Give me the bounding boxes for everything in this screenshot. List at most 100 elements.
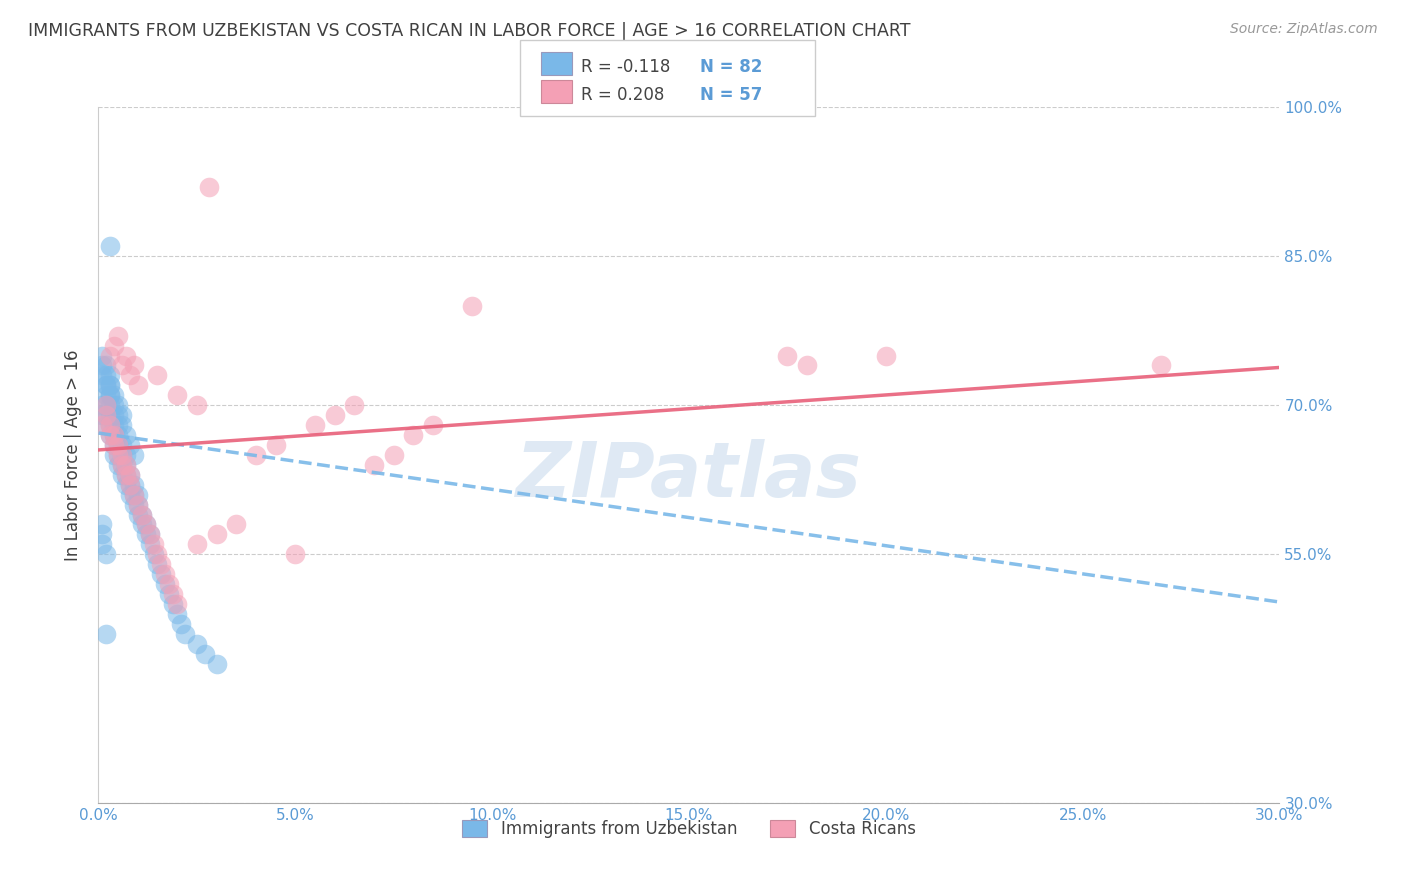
Point bbox=[91, 349, 114, 363]
Point bbox=[138, 527, 160, 541]
Point bbox=[155, 567, 177, 582]
Point bbox=[96, 378, 118, 392]
Point bbox=[98, 398, 121, 412]
Point bbox=[96, 378, 118, 392]
Point bbox=[115, 448, 138, 462]
Text: ZIPatlas: ZIPatlas bbox=[516, 439, 862, 513]
Point bbox=[284, 547, 307, 561]
Point bbox=[205, 527, 228, 541]
Text: N = 82: N = 82 bbox=[700, 58, 762, 76]
Point bbox=[107, 448, 129, 462]
Point bbox=[174, 627, 197, 641]
Point bbox=[91, 398, 114, 412]
Point bbox=[127, 498, 149, 512]
Point bbox=[107, 438, 129, 452]
Point bbox=[111, 408, 134, 422]
Point bbox=[91, 408, 114, 422]
Point bbox=[194, 647, 217, 661]
Point bbox=[111, 418, 134, 433]
Point bbox=[157, 587, 180, 601]
Point bbox=[142, 537, 165, 551]
Point bbox=[127, 378, 149, 392]
Point bbox=[135, 517, 157, 532]
Point bbox=[98, 408, 121, 422]
Point bbox=[186, 637, 208, 651]
Point bbox=[205, 657, 228, 671]
Point bbox=[103, 398, 125, 412]
Point bbox=[98, 418, 121, 433]
Point bbox=[162, 597, 184, 611]
Point bbox=[111, 438, 134, 452]
Point bbox=[107, 398, 129, 412]
Point bbox=[103, 448, 125, 462]
Point bbox=[150, 567, 173, 582]
Point bbox=[122, 488, 145, 502]
Point bbox=[98, 388, 121, 402]
Text: Source: ZipAtlas.com: Source: ZipAtlas.com bbox=[1230, 22, 1378, 37]
Legend: Immigrants from Uzbekistan, Costa Ricans: Immigrants from Uzbekistan, Costa Ricans bbox=[454, 812, 924, 847]
Point bbox=[118, 477, 141, 491]
Point bbox=[135, 527, 157, 541]
Point bbox=[118, 438, 141, 452]
Point bbox=[103, 408, 125, 422]
Point bbox=[98, 239, 121, 253]
Text: IMMIGRANTS FROM UZBEKISTAN VS COSTA RICAN IN LABOR FORCE | AGE > 16 CORRELATION : IMMIGRANTS FROM UZBEKISTAN VS COSTA RICA… bbox=[28, 22, 911, 40]
Point bbox=[875, 349, 897, 363]
Point bbox=[138, 537, 160, 551]
Point bbox=[146, 558, 169, 572]
Point bbox=[115, 467, 138, 482]
Point bbox=[186, 398, 208, 412]
Point bbox=[91, 517, 114, 532]
Point bbox=[111, 458, 134, 472]
Point bbox=[98, 378, 121, 392]
Point bbox=[98, 349, 121, 363]
Point bbox=[98, 368, 121, 383]
Point bbox=[135, 517, 157, 532]
Point bbox=[118, 467, 141, 482]
Point bbox=[96, 398, 118, 412]
Point bbox=[131, 517, 153, 532]
Point bbox=[170, 616, 193, 631]
Point bbox=[166, 597, 188, 611]
Point bbox=[122, 488, 145, 502]
Point bbox=[146, 368, 169, 383]
Point bbox=[107, 448, 129, 462]
Point bbox=[115, 458, 138, 472]
Point bbox=[118, 488, 141, 502]
Point bbox=[103, 338, 125, 352]
Point bbox=[146, 547, 169, 561]
Point bbox=[166, 388, 188, 402]
Point bbox=[131, 508, 153, 522]
Point bbox=[1150, 359, 1173, 373]
Point bbox=[127, 488, 149, 502]
Y-axis label: In Labor Force | Age > 16: In Labor Force | Age > 16 bbox=[65, 349, 83, 561]
Point bbox=[142, 547, 165, 561]
Point bbox=[103, 428, 125, 442]
Point bbox=[115, 349, 138, 363]
Point bbox=[111, 448, 134, 462]
Point bbox=[304, 418, 326, 433]
Point bbox=[776, 349, 799, 363]
Point bbox=[103, 418, 125, 433]
Point bbox=[96, 408, 118, 422]
Point bbox=[107, 428, 129, 442]
Point bbox=[186, 537, 208, 551]
Point bbox=[131, 508, 153, 522]
Point bbox=[91, 537, 114, 551]
Point bbox=[197, 179, 219, 194]
Point bbox=[122, 448, 145, 462]
Point bbox=[150, 558, 173, 572]
Point bbox=[363, 458, 385, 472]
Point bbox=[422, 418, 444, 433]
Point bbox=[402, 428, 425, 442]
Point bbox=[157, 577, 180, 591]
Point bbox=[98, 388, 121, 402]
Point bbox=[111, 448, 134, 462]
Point bbox=[91, 359, 114, 373]
Text: N = 57: N = 57 bbox=[700, 86, 762, 103]
Point bbox=[122, 359, 145, 373]
Point bbox=[127, 508, 149, 522]
Point bbox=[115, 428, 138, 442]
Point bbox=[225, 517, 247, 532]
Point bbox=[103, 438, 125, 452]
